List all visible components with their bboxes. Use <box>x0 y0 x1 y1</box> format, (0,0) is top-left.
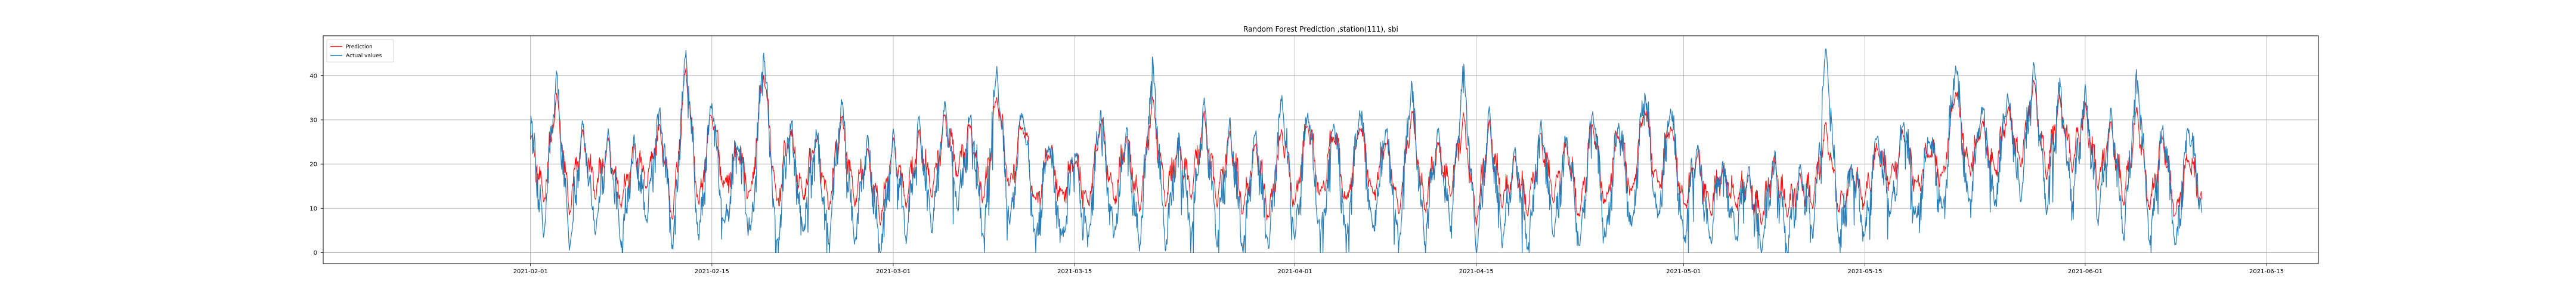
x-tick-label: 2021-06-15 <box>2249 268 2284 275</box>
x-tick-label: 2021-05-15 <box>1847 268 1882 275</box>
y-axis: 0 10 20 30 40 <box>309 73 323 256</box>
legend: Prediction Actual values <box>326 39 394 63</box>
x-tick-label: 2021-02-01 <box>513 268 548 275</box>
x-tick-label: 2021-03-01 <box>876 268 911 275</box>
plot-frame <box>323 35 2319 264</box>
y-tick-label: 40 <box>309 73 317 79</box>
series-line-prediction <box>530 67 2203 226</box>
x-tick-label: 2021-06-01 <box>2068 268 2103 275</box>
legend-box <box>326 39 394 63</box>
chart-title: Random Forest Prediction ,station(111), … <box>1243 25 1398 33</box>
y-tick-label: 10 <box>309 206 317 212</box>
y-tick-label: 30 <box>309 117 317 123</box>
x-axis: 2021-02-01 2021-02-15 2021-03-01 2021-03-15… <box>513 264 2284 275</box>
x-tick-label: 2021-05-01 <box>1666 268 1701 275</box>
legend-label: Prediction <box>346 44 373 50</box>
y-tick-label: 20 <box>309 162 317 168</box>
y-tick-label: 0 <box>314 250 317 256</box>
grid-layer <box>323 36 2318 264</box>
x-tick-label: 2021-02-15 <box>695 268 729 275</box>
series-layer <box>530 48 2203 253</box>
x-tick-label: 2021-04-15 <box>1459 268 1494 275</box>
legend-label: Actual values <box>346 53 382 59</box>
x-tick-label: 2021-03-15 <box>1057 268 1092 275</box>
x-tick-label: 2021-04-01 <box>1277 268 1312 275</box>
series-line-actual-values <box>530 48 2203 253</box>
